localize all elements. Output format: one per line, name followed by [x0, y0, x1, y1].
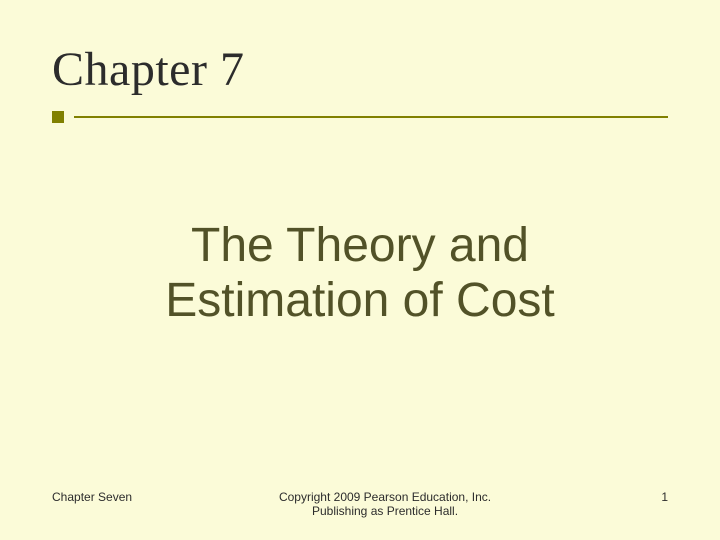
footer-center: Copyright 2009 Pearson Education, Inc. P…: [132, 490, 638, 518]
page-number: 1: [638, 490, 668, 504]
slide-title: The Theory and Estimation of Cost: [0, 218, 720, 328]
chapter-heading: Chapter 7: [52, 42, 668, 111]
header-block: Chapter 7: [52, 42, 668, 123]
square-bullet-icon: [52, 111, 64, 123]
slide-footer: Chapter Seven Copyright 2009 Pearson Edu…: [52, 490, 668, 518]
copyright-line-2: Publishing as Prentice Hall.: [312, 504, 458, 518]
rule-line: [74, 116, 668, 118]
footer-left: Chapter Seven: [52, 490, 132, 504]
heading-rule: [52, 111, 668, 123]
slide: Chapter 7 The Theory and Estimation of C…: [0, 0, 720, 540]
title-line-1: The Theory and: [191, 219, 529, 272]
title-line-2: Estimation of Cost: [165, 274, 554, 327]
copyright-line-1: Copyright 2009 Pearson Education, Inc.: [279, 490, 491, 504]
